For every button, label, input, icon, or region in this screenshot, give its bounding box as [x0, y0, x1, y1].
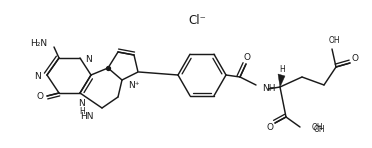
- Text: HN: HN: [80, 111, 94, 120]
- Text: OH: OH: [312, 123, 324, 132]
- Text: Cl⁻: Cl⁻: [188, 14, 206, 27]
- Text: H₂N: H₂N: [30, 38, 47, 48]
- Text: NH: NH: [262, 83, 276, 92]
- Text: N⁺: N⁺: [128, 81, 140, 90]
- Text: OH: OH: [314, 124, 326, 133]
- Polygon shape: [278, 74, 285, 87]
- Text: H: H: [279, 65, 285, 74]
- Text: H: H: [79, 107, 85, 115]
- Text: O: O: [352, 53, 359, 62]
- Text: O: O: [266, 123, 273, 132]
- Text: N: N: [78, 99, 86, 107]
- Text: O: O: [36, 91, 44, 100]
- Text: N: N: [85, 55, 92, 64]
- Text: O: O: [244, 53, 250, 62]
- Text: OH: OH: [328, 36, 340, 45]
- Text: N: N: [34, 71, 41, 81]
